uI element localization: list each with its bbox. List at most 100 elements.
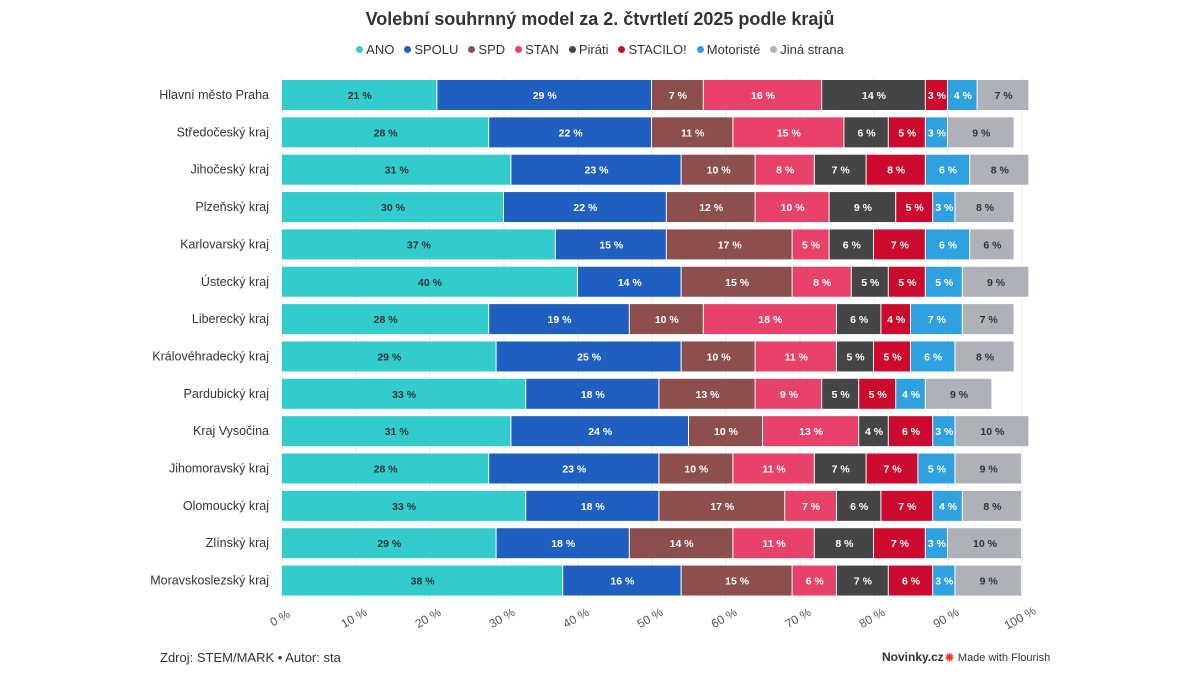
x-tick-label: 30 % bbox=[487, 605, 518, 631]
bar-segment bbox=[282, 416, 511, 447]
value-label: 11 % bbox=[762, 538, 786, 550]
bar-segment bbox=[822, 378, 859, 409]
legend-item-3[interactable]: STAN bbox=[515, 42, 559, 57]
value-label: 18 % bbox=[551, 538, 576, 550]
legend-item-4[interactable]: Piráti bbox=[568, 42, 608, 57]
legend-item-2[interactable]: SPD bbox=[468, 42, 505, 57]
value-label: 6 % bbox=[902, 576, 921, 588]
value-label: 8 % bbox=[813, 277, 832, 289]
value-label: 6 % bbox=[983, 239, 1002, 251]
legend-item-6[interactable]: Motoristé bbox=[696, 42, 761, 57]
bar-segment bbox=[489, 453, 659, 484]
value-label: 10 % bbox=[707, 165, 732, 177]
category-label: Pardubický kraj bbox=[184, 387, 269, 401]
value-label: 3 % bbox=[935, 426, 954, 438]
bar-segment bbox=[955, 416, 1029, 447]
value-label: 23 % bbox=[562, 464, 587, 476]
value-label: 7 % bbox=[854, 576, 873, 588]
value-label: 6 % bbox=[939, 165, 958, 177]
bar-segment bbox=[896, 192, 933, 223]
bar-segment bbox=[933, 192, 955, 223]
value-label: 10 % bbox=[980, 426, 1005, 438]
bar-segment bbox=[792, 565, 836, 596]
legend-item-5[interactable]: STACILO! bbox=[618, 42, 687, 57]
value-label: 4 % bbox=[939, 501, 958, 513]
legend-item-7[interactable]: Jiná strana bbox=[770, 42, 844, 57]
value-label: 16 % bbox=[610, 576, 635, 588]
bar-segment bbox=[888, 117, 925, 148]
bar-segment bbox=[282, 229, 555, 260]
bar-segment bbox=[814, 453, 866, 484]
value-label: 9 % bbox=[950, 389, 969, 401]
value-label: 7 % bbox=[832, 165, 851, 177]
flourish-credit[interactable]: ✹ Made with Flourish bbox=[944, 650, 1050, 666]
bar-segment bbox=[888, 565, 933, 596]
category-label: Plzeňský kraj bbox=[195, 200, 269, 214]
legend-item-1[interactable]: SPOLU bbox=[404, 42, 458, 57]
legend-label: SPOLU bbox=[414, 42, 459, 57]
bar-segment bbox=[703, 80, 822, 110]
bar-segment bbox=[955, 341, 1014, 372]
value-label: 8 % bbox=[887, 165, 906, 177]
bar-segment bbox=[970, 229, 1014, 260]
value-label: 9 % bbox=[854, 202, 873, 214]
bar-segment bbox=[970, 154, 1029, 185]
value-label: 6 % bbox=[902, 426, 921, 438]
bar-segment bbox=[282, 341, 496, 372]
value-label: 9 % bbox=[780, 389, 799, 401]
value-label: 7 % bbox=[832, 464, 851, 476]
bar-segment bbox=[925, 378, 992, 409]
category-label: Kraj Vysočina bbox=[193, 424, 269, 438]
bar-segment bbox=[933, 416, 955, 447]
value-label: 17 % bbox=[718, 239, 743, 251]
bar-segment bbox=[681, 266, 792, 297]
value-label: 9 % bbox=[972, 127, 991, 139]
value-label: 4 % bbox=[887, 314, 906, 326]
legend-dot bbox=[468, 46, 476, 53]
legend-label: Motoristé bbox=[706, 42, 761, 57]
value-label: 3 % bbox=[928, 90, 947, 102]
bar-segment bbox=[911, 304, 962, 335]
value-label: 11 % bbox=[762, 464, 786, 476]
value-label: 9 % bbox=[980, 464, 999, 476]
bar-segment bbox=[526, 490, 659, 521]
x-tick-label: 0 % bbox=[268, 607, 293, 630]
chart-title: Volební souhrnný model za 2. čtvrtletí 2… bbox=[365, 9, 835, 29]
bar-segment bbox=[555, 229, 666, 260]
x-tick-label: 100 % bbox=[1002, 603, 1039, 632]
bar-segment bbox=[785, 490, 836, 521]
value-label: 7 % bbox=[891, 239, 910, 251]
value-label: 10 % bbox=[781, 202, 806, 214]
bar-segment bbox=[881, 490, 933, 521]
value-label: 5 % bbox=[928, 464, 947, 476]
brand-logo[interactable]: Novinky.cz bbox=[882, 650, 944, 664]
value-label: 11 % bbox=[785, 351, 809, 363]
bar-segment bbox=[629, 528, 733, 559]
legend-item-0[interactable]: ANO bbox=[356, 42, 394, 57]
value-label: 9 % bbox=[980, 576, 999, 588]
value-label: 8 % bbox=[976, 202, 995, 214]
value-label: 15 % bbox=[599, 239, 624, 251]
category-label: Moravskoslezský kraj bbox=[150, 574, 269, 588]
value-label: 5 % bbox=[898, 277, 917, 289]
bar-segment bbox=[792, 266, 851, 297]
bar-segment bbox=[282, 453, 489, 484]
bar-segment bbox=[437, 80, 651, 110]
bar-segment bbox=[489, 117, 651, 148]
value-label: 5 % bbox=[861, 277, 880, 289]
bar-segment bbox=[282, 80, 437, 110]
legend-dot bbox=[568, 46, 576, 53]
value-label: 15 % bbox=[725, 277, 750, 289]
bar-segment bbox=[504, 192, 666, 223]
legend-label: ANO bbox=[366, 42, 395, 57]
value-label: 25 % bbox=[577, 351, 602, 363]
legend: ANO SPOLU SPD STAN Piráti STACILO! Motoristé Ji… bbox=[0, 42, 1200, 57]
bar-segment bbox=[511, 416, 688, 447]
category-label: Olomoucký kraj bbox=[183, 499, 269, 513]
value-label: 17 % bbox=[710, 501, 735, 513]
value-label: 7 % bbox=[883, 464, 902, 476]
value-label: 10 % bbox=[655, 314, 680, 326]
bar-segment bbox=[755, 378, 822, 409]
flourish-icon: ✹ bbox=[944, 650, 955, 665]
legend-label: STACILO! bbox=[628, 42, 687, 57]
